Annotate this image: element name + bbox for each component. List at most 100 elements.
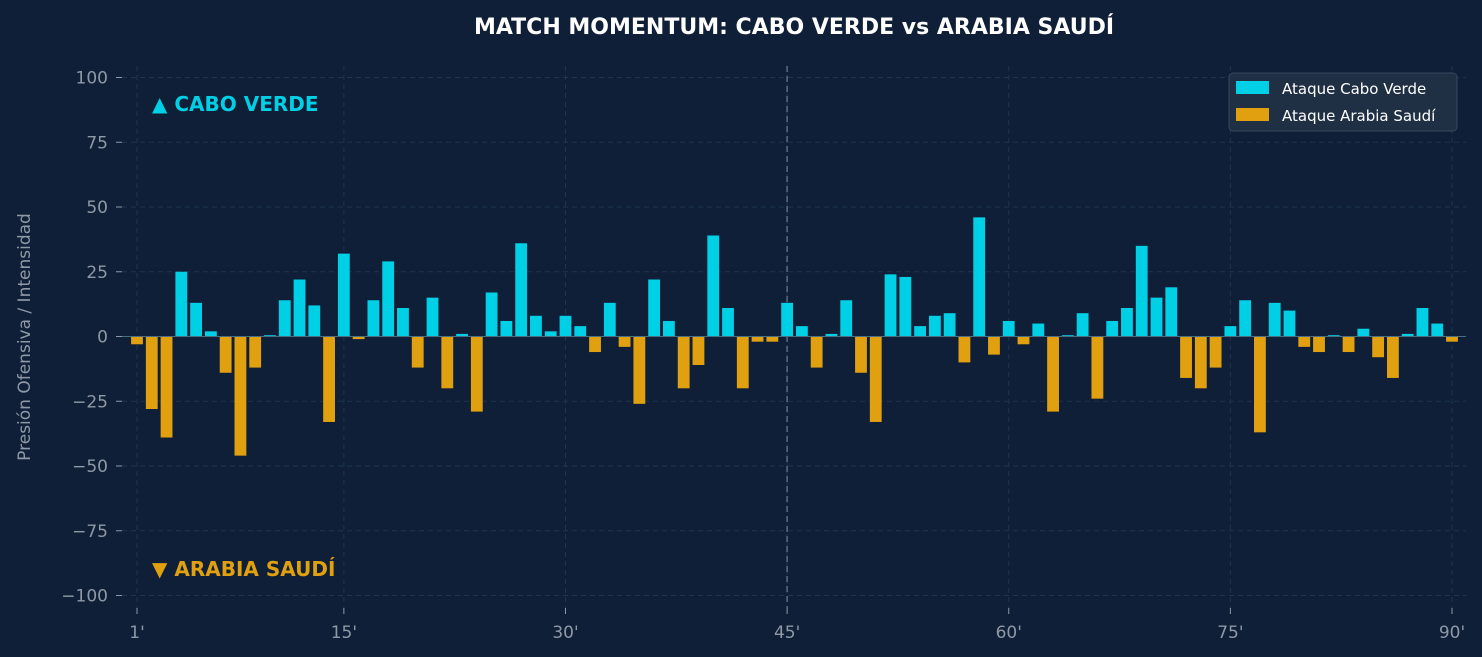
bar-cabo-verde [1150, 297, 1163, 337]
bar-cabo-verde [603, 302, 616, 337]
bar-arabia-saudi [234, 336, 247, 456]
bar-cabo-verde [175, 271, 188, 337]
bar-arabia-saudi [692, 336, 705, 365]
bar-arabia-saudi [249, 336, 262, 368]
bar-cabo-verde [485, 292, 498, 337]
bar-arabia-saudi [1047, 336, 1059, 412]
y-tick-label: 0 [97, 328, 108, 348]
bar-cabo-verde [1239, 300, 1252, 337]
bar-cabo-verde [1135, 245, 1148, 337]
y-axis-label: Presión Ofensiva / Intensidad [15, 213, 35, 461]
bar-cabo-verde [914, 326, 926, 337]
bar-cabo-verde [544, 331, 557, 337]
bar-arabia-saudi [411, 336, 424, 368]
bar-cabo-verde [1165, 287, 1178, 337]
bar-arabia-saudi [1209, 336, 1222, 368]
bar-arabia-saudi [988, 336, 1000, 355]
cabo-verde-annotation: ▲ CABO VERDE [152, 92, 319, 116]
bar-arabia-saudi [1342, 336, 1355, 353]
bar-cabo-verde [795, 326, 808, 337]
bar-arabia-saudi [618, 336, 631, 347]
bar-arabia-saudi [160, 336, 173, 438]
bar-cabo-verde [1416, 308, 1429, 337]
axes-group: 100 75 50 25 0 −25 −50 −75 −100 1' 15' 30' 45' 60' 75'… [61, 69, 1465, 644]
bar-cabo-verde [1401, 333, 1414, 337]
bar-arabia-saudi [1194, 336, 1207, 389]
bar-cabo-verde [825, 333, 838, 337]
bar-cabo-verde [707, 235, 720, 337]
legend-swatch-arabia-saudi [1236, 108, 1269, 121]
y-tick-label: −25 [72, 392, 108, 412]
bar-arabia-saudi [219, 336, 232, 373]
y-tick-label: 100 [76, 69, 108, 89]
bar-cabo-verde [884, 274, 897, 337]
bar-arabia-saudi [589, 336, 601, 353]
bar-arabia-saudi [441, 336, 454, 389]
bar-arabia-saudi [1372, 336, 1385, 358]
x-tick-label: 1' [129, 623, 145, 643]
bar-cabo-verde [1076, 313, 1089, 337]
bar-arabia-saudi [1017, 336, 1030, 345]
bar-arabia-saudi [958, 336, 971, 363]
bar-cabo-verde [574, 326, 587, 337]
x-tick-label: 75' [1217, 623, 1243, 643]
bar-cabo-verde [1283, 310, 1296, 337]
legend-label-cabo-verde: Ataque Cabo Verde [1282, 80, 1426, 98]
bar-arabia-saudi [1386, 336, 1399, 378]
bar-cabo-verde [515, 243, 528, 337]
bar-arabia-saudi [855, 336, 867, 373]
bar-cabo-verde [928, 315, 941, 337]
bar-cabo-verde [308, 305, 321, 337]
legend-label-arabia-saudi: Ataque Arabia Saudí [1282, 107, 1436, 125]
bar-cabo-verde [781, 302, 794, 337]
chart-title: MATCH MOMENTUM: CABO VERDE vs ARABIA SAU… [474, 14, 1114, 40]
y-tick-label: 25 [86, 263, 108, 283]
bar-arabia-saudi [1091, 336, 1104, 399]
bar-cabo-verde [264, 335, 276, 337]
y-tick-label: 75 [86, 133, 108, 153]
bar-arabia-saudi [633, 336, 646, 404]
bar-arabia-saudi [869, 336, 882, 422]
bar-arabia-saudi [323, 336, 335, 422]
x-tick-label: 90' [1439, 623, 1465, 643]
x-tick-label: 60' [996, 623, 1022, 643]
bar-cabo-verde [1327, 335, 1340, 337]
bar-arabia-saudi [1298, 336, 1311, 347]
bar-arabia-saudi [145, 336, 158, 410]
x-tick-label: 15' [331, 623, 357, 643]
bar-cabo-verde [648, 279, 661, 337]
bar-cabo-verde [840, 300, 853, 337]
bar-arabia-saudi [352, 336, 365, 340]
bar-cabo-verde [293, 279, 306, 337]
bar-arabia-saudi [677, 336, 690, 389]
y-tick-label: 50 [86, 198, 108, 218]
bar-cabo-verde [1121, 308, 1133, 337]
bar-arabia-saudi [751, 336, 764, 342]
bar-cabo-verde [426, 297, 439, 337]
bar-cabo-verde [204, 331, 217, 337]
y-tick-label: −75 [72, 522, 108, 542]
bar-cabo-verde [500, 320, 513, 337]
bar-cabo-verde [1032, 323, 1045, 337]
legend-swatch-cabo-verde [1236, 81, 1269, 94]
bar-cabo-verde [1431, 323, 1444, 337]
bars-group [131, 217, 1458, 456]
arabia-saudi-annotation: ▼ ARABIA SAUDÍ [152, 557, 335, 581]
bar-cabo-verde [1106, 320, 1119, 337]
bar-arabia-saudi [736, 336, 749, 389]
bar-arabia-saudi [131, 336, 143, 345]
bar-cabo-verde [530, 315, 542, 337]
bar-cabo-verde [1268, 302, 1281, 337]
bar-cabo-verde [899, 276, 912, 337]
bar-cabo-verde [973, 217, 986, 337]
legend: Ataque Cabo Verde Ataque Arabia Saudí [1228, 72, 1458, 132]
bar-arabia-saudi [470, 336, 483, 412]
bar-cabo-verde [278, 300, 291, 337]
bar-cabo-verde [1357, 328, 1370, 337]
y-tick-label: −100 [61, 587, 108, 607]
bar-arabia-saudi [1254, 336, 1266, 433]
y-tick-label: −50 [72, 457, 108, 477]
bar-arabia-saudi [1446, 336, 1458, 342]
bar-cabo-verde [559, 315, 572, 337]
